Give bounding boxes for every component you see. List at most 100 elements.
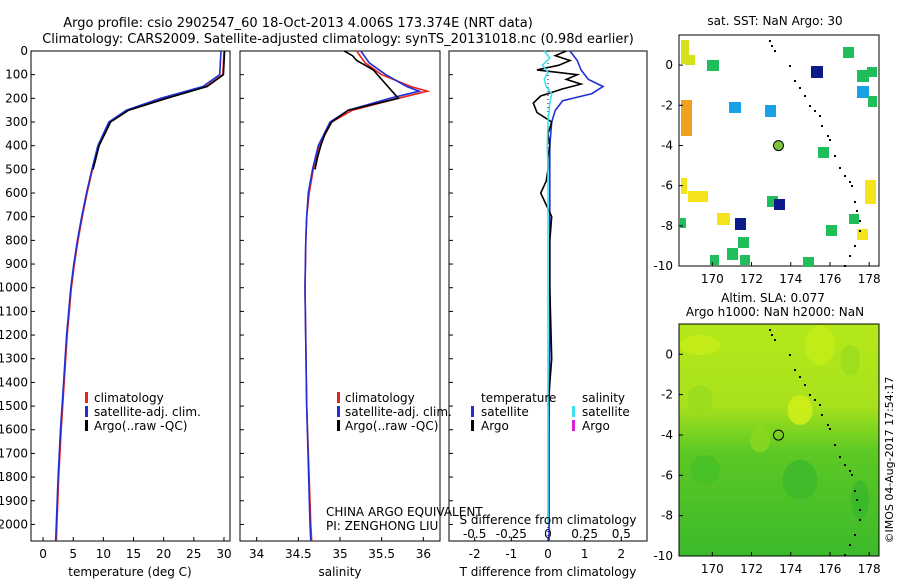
coast-dot <box>829 139 831 141</box>
legend-label-argo: Argo(..raw -QC) <box>94 419 187 433</box>
temperature-panel: 0100200300400500600700800900100011001200… <box>0 44 453 579</box>
coast-dot <box>859 220 861 222</box>
temperature-legend: climatology satellite-adj. clim. Argo(..… <box>85 391 201 433</box>
top-tick-label: 0.25 <box>571 527 598 541</box>
series-line <box>92 50 226 170</box>
sla-blob <box>690 455 720 485</box>
x-tick-label: 20 <box>156 547 171 561</box>
map-y-tick-label: -2 <box>661 388 673 402</box>
sst-float-cell <box>727 248 738 260</box>
coast-dot <box>849 255 851 257</box>
sla-map-axes: 170 172 174 176 178 0 -2 -4 -6 -8 -10 <box>653 347 880 576</box>
depth-tick-label: 200 <box>5 91 28 105</box>
depth-tick-label: 2000 <box>0 517 28 531</box>
coast-dot <box>794 80 796 82</box>
map-y-tick-label: -10 <box>653 549 673 563</box>
salinity-lines <box>304 50 431 542</box>
difference-x-axis: -2 -1 0 1 2 -0.5 -0.25 0 0.25 0.5 <box>463 527 631 561</box>
temperature-lines <box>54 50 226 542</box>
x-tick-label: 25 <box>186 547 201 561</box>
top-tick-label: 0 <box>544 527 552 541</box>
map-x-tick-label: 176 <box>819 272 842 286</box>
depth-tick-label: 1500 <box>0 399 28 413</box>
difference-lines <box>532 50 605 541</box>
map-y-tick-label: -8 <box>661 219 673 233</box>
series-line <box>54 50 222 542</box>
coast-dot <box>859 509 861 511</box>
sst-float-cell <box>681 178 687 194</box>
x-tick-label: 15 <box>126 547 141 561</box>
top-tick-label: -0.25 <box>496 527 527 541</box>
sla-blob <box>750 427 770 453</box>
figure-title-line1: Argo profile: csio 2902547_60 18-Oct-201… <box>63 16 533 31</box>
x-tick-label: 34.5 <box>285 547 312 561</box>
x-tick-label: 30 <box>216 547 231 561</box>
legend-t-header: temperature <box>481 391 556 405</box>
x-tick-label: 10 <box>96 547 111 561</box>
map-x-tick-label: 170 <box>701 272 724 286</box>
legend-swatch-t-satellite <box>471 406 474 417</box>
depth-tick-label: 400 <box>5 139 28 153</box>
map-y-tick-label: 0 <box>665 58 673 72</box>
figure-title-line2: Climatology: CARS2009. Satellite-adjuste… <box>42 32 634 47</box>
coast-dot <box>814 399 816 401</box>
x-tick-label: -1 <box>505 547 517 561</box>
x-tick-label: 0 <box>544 547 552 561</box>
coast-dot <box>844 554 846 556</box>
legend-swatch-argo <box>337 420 340 431</box>
x-tick-label: 2 <box>618 547 626 561</box>
sst-float-cell <box>680 218 686 228</box>
depth-tick-label: 500 <box>5 162 28 176</box>
sst-float-cell <box>710 255 719 265</box>
sst-float-cell <box>826 225 837 236</box>
sla-map-title1: Altim. SLA: 0.077 <box>721 291 825 305</box>
map-x-tick-label: 172 <box>740 272 763 286</box>
depth-tick-label: 100 <box>5 68 28 82</box>
sst-float-cell <box>707 60 719 71</box>
footer-credit: ©IMOS 04-Aug-2017 17:54:17 <box>883 377 896 544</box>
legend-swatch-satellite <box>337 406 340 417</box>
sla-blob <box>840 345 860 375</box>
sst-float-cell <box>738 237 749 248</box>
coast-dot <box>769 40 771 42</box>
legend-swatch-argo <box>85 420 88 431</box>
coast-dot <box>844 464 846 466</box>
sst-float-cell <box>765 105 776 117</box>
salinity-axes-frame <box>239 50 441 542</box>
sst-float-cell <box>867 67 877 77</box>
coast-dot <box>854 534 856 536</box>
coast-dot <box>854 201 856 203</box>
temperature-xlabel: temperature (deg C) <box>68 565 191 579</box>
coast-dot <box>799 87 801 89</box>
x-tick-label: 1 <box>581 547 589 561</box>
series-line <box>55 50 225 542</box>
coast-dot <box>774 339 776 341</box>
sst-float-cell <box>681 40 689 64</box>
coast-dot <box>769 329 771 331</box>
depth-tick-label: 0 <box>20 44 28 58</box>
sla-blob <box>687 385 713 415</box>
salinity-xlabel: salinity <box>318 565 361 579</box>
legend-label-satellite: satellite-adj. clim. <box>345 405 452 419</box>
sla-coastline <box>769 329 861 556</box>
coast-dot <box>856 210 858 212</box>
coast-dot <box>804 95 806 97</box>
coast-dot <box>839 456 841 458</box>
sla-argo-marker <box>772 429 784 441</box>
sla-map: Altim. SLA: 0.077 Argo h1000: NaN h2000:… <box>653 291 880 576</box>
sst-float-cell <box>688 191 708 202</box>
sst-float-cell <box>857 229 868 240</box>
sst-float-cell <box>685 55 695 65</box>
depth-tick-label: 1700 <box>0 446 28 460</box>
legend-label-climatology: climatology <box>94 391 164 405</box>
sst-float-cell <box>729 102 741 113</box>
map-y-tick-label: -6 <box>661 179 673 193</box>
x-tick-label: 0 <box>39 547 47 561</box>
map-y-tick-label: 0 <box>665 347 673 361</box>
depth-tick-label: 700 <box>5 210 28 224</box>
legend-s-header: salinity <box>582 391 625 405</box>
coast-dot <box>849 544 851 546</box>
difference-panel: -2 -1 0 1 2 -0.5 -0.25 0 0.25 0.5 T difference fr… <box>448 50 648 579</box>
coast-dot <box>821 125 823 127</box>
depth-tick-label: 1100 <box>0 304 28 318</box>
